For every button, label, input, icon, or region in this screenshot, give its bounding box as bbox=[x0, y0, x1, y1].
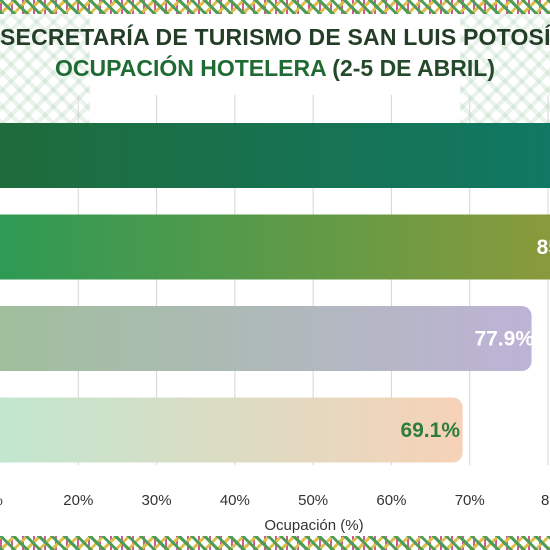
x-tick-label: 70% bbox=[455, 492, 485, 509]
bar-value-label: 85 bbox=[537, 236, 550, 259]
subtitle-dates: (2-5 DE ABRIL) bbox=[332, 55, 495, 81]
decorative-pattern-left bbox=[0, 14, 90, 124]
value-labels: 85 77.9% 69.1% bbox=[400, 236, 550, 442]
x-tick-label: 40% bbox=[220, 492, 250, 509]
decorative-border-top bbox=[0, 0, 550, 14]
bar-value-label: 69.1% bbox=[400, 419, 460, 442]
x-tick-label: 20% bbox=[63, 492, 93, 509]
decorative-pattern-right bbox=[460, 14, 550, 124]
x-tick-label: 50% bbox=[298, 492, 328, 509]
x-tick-label: 60% bbox=[376, 492, 406, 509]
bar bbox=[0, 306, 532, 371]
bar bbox=[0, 397, 463, 463]
x-tick-label: 30% bbox=[142, 492, 172, 509]
chart-title: SECRETARÍA DE TURISMO DE SAN LUIS POTOSÍ bbox=[0, 24, 550, 50]
bars bbox=[0, 123, 550, 463]
chart-subtitle: OCUPACIÓN HOTELERA (2-5 DE ABRIL) bbox=[0, 55, 550, 82]
bar bbox=[0, 214, 550, 280]
decorative-border-bottom bbox=[0, 536, 550, 550]
x-tick-label: 0% bbox=[0, 492, 3, 509]
bar bbox=[0, 123, 550, 188]
subtitle-bold: OCUPACIÓN HOTELERA bbox=[55, 55, 326, 81]
x-axis-title: Ocupación (%) bbox=[264, 517, 363, 534]
x-tick-label: 80% bbox=[541, 492, 550, 509]
x-tick-labels: 0% 20% 30% 40% 50% 60% 70% 80% bbox=[0, 492, 550, 509]
bar-value-label: 77.9% bbox=[474, 328, 534, 351]
